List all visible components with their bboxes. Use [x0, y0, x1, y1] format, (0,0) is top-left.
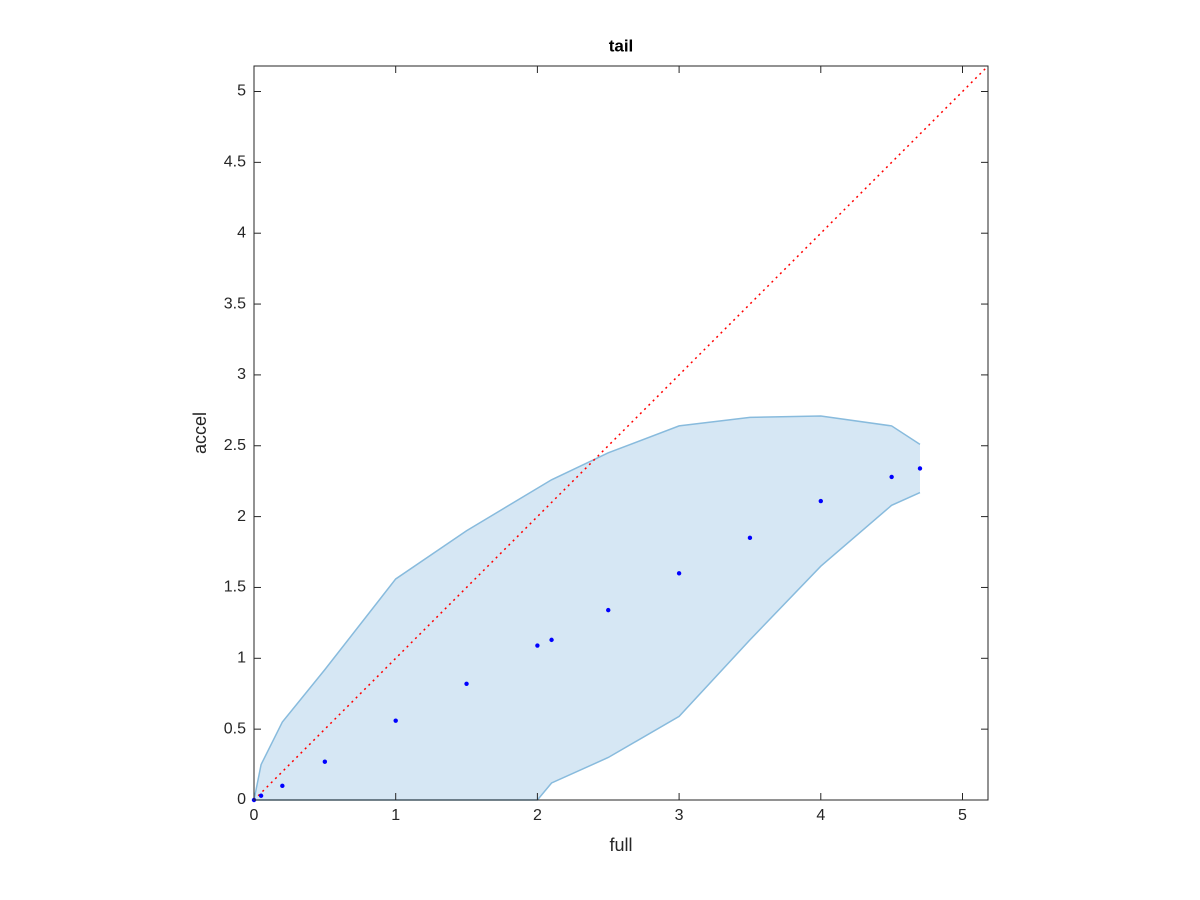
data-point: [606, 607, 611, 613]
data-point: [549, 637, 554, 643]
data-point: [917, 466, 923, 471]
y-tick-label: 5: [237, 83, 246, 100]
y-tick-label: 4: [237, 224, 246, 241]
y-tick-label: 2: [237, 508, 246, 525]
x-tick-label: 3: [675, 807, 684, 824]
y-tick-label: 0.5: [224, 720, 246, 737]
band-upper-edge: [253, 415, 921, 801]
x-tick-label: 1: [391, 807, 400, 824]
band-area: [254, 415, 920, 800]
x-tick-label: 5: [958, 807, 967, 824]
reference-line: [253, 65, 989, 801]
y-tick-label: 3: [237, 366, 246, 383]
axes-box: [253, 65, 989, 801]
data-point: [322, 759, 328, 764]
data-point: [747, 535, 753, 541]
y-tick-label: 0: [237, 791, 246, 808]
y-tick-label: 2.5: [224, 437, 246, 454]
x-axis-label: full: [609, 835, 632, 855]
x-tick-label: 2: [533, 807, 542, 824]
data-point: [258, 793, 264, 798]
y-tick-label: 1.5: [224, 579, 246, 596]
y-tick-label: 1: [237, 650, 246, 667]
x-tick-label: 0: [250, 807, 259, 824]
chart-title: tail: [609, 36, 634, 55]
data-point: [676, 571, 682, 576]
y-tick-label: 3.5: [224, 295, 246, 312]
data-point: [393, 718, 398, 723]
x-tick-label: 4: [816, 807, 825, 824]
data-point: [889, 474, 894, 480]
data-point: [535, 643, 540, 648]
y-axis-label: accel: [190, 412, 210, 454]
data-point: [464, 681, 469, 687]
y-tick-label: 4.5: [224, 154, 246, 171]
data-point: [280, 783, 285, 789]
data-point: [818, 498, 823, 504]
